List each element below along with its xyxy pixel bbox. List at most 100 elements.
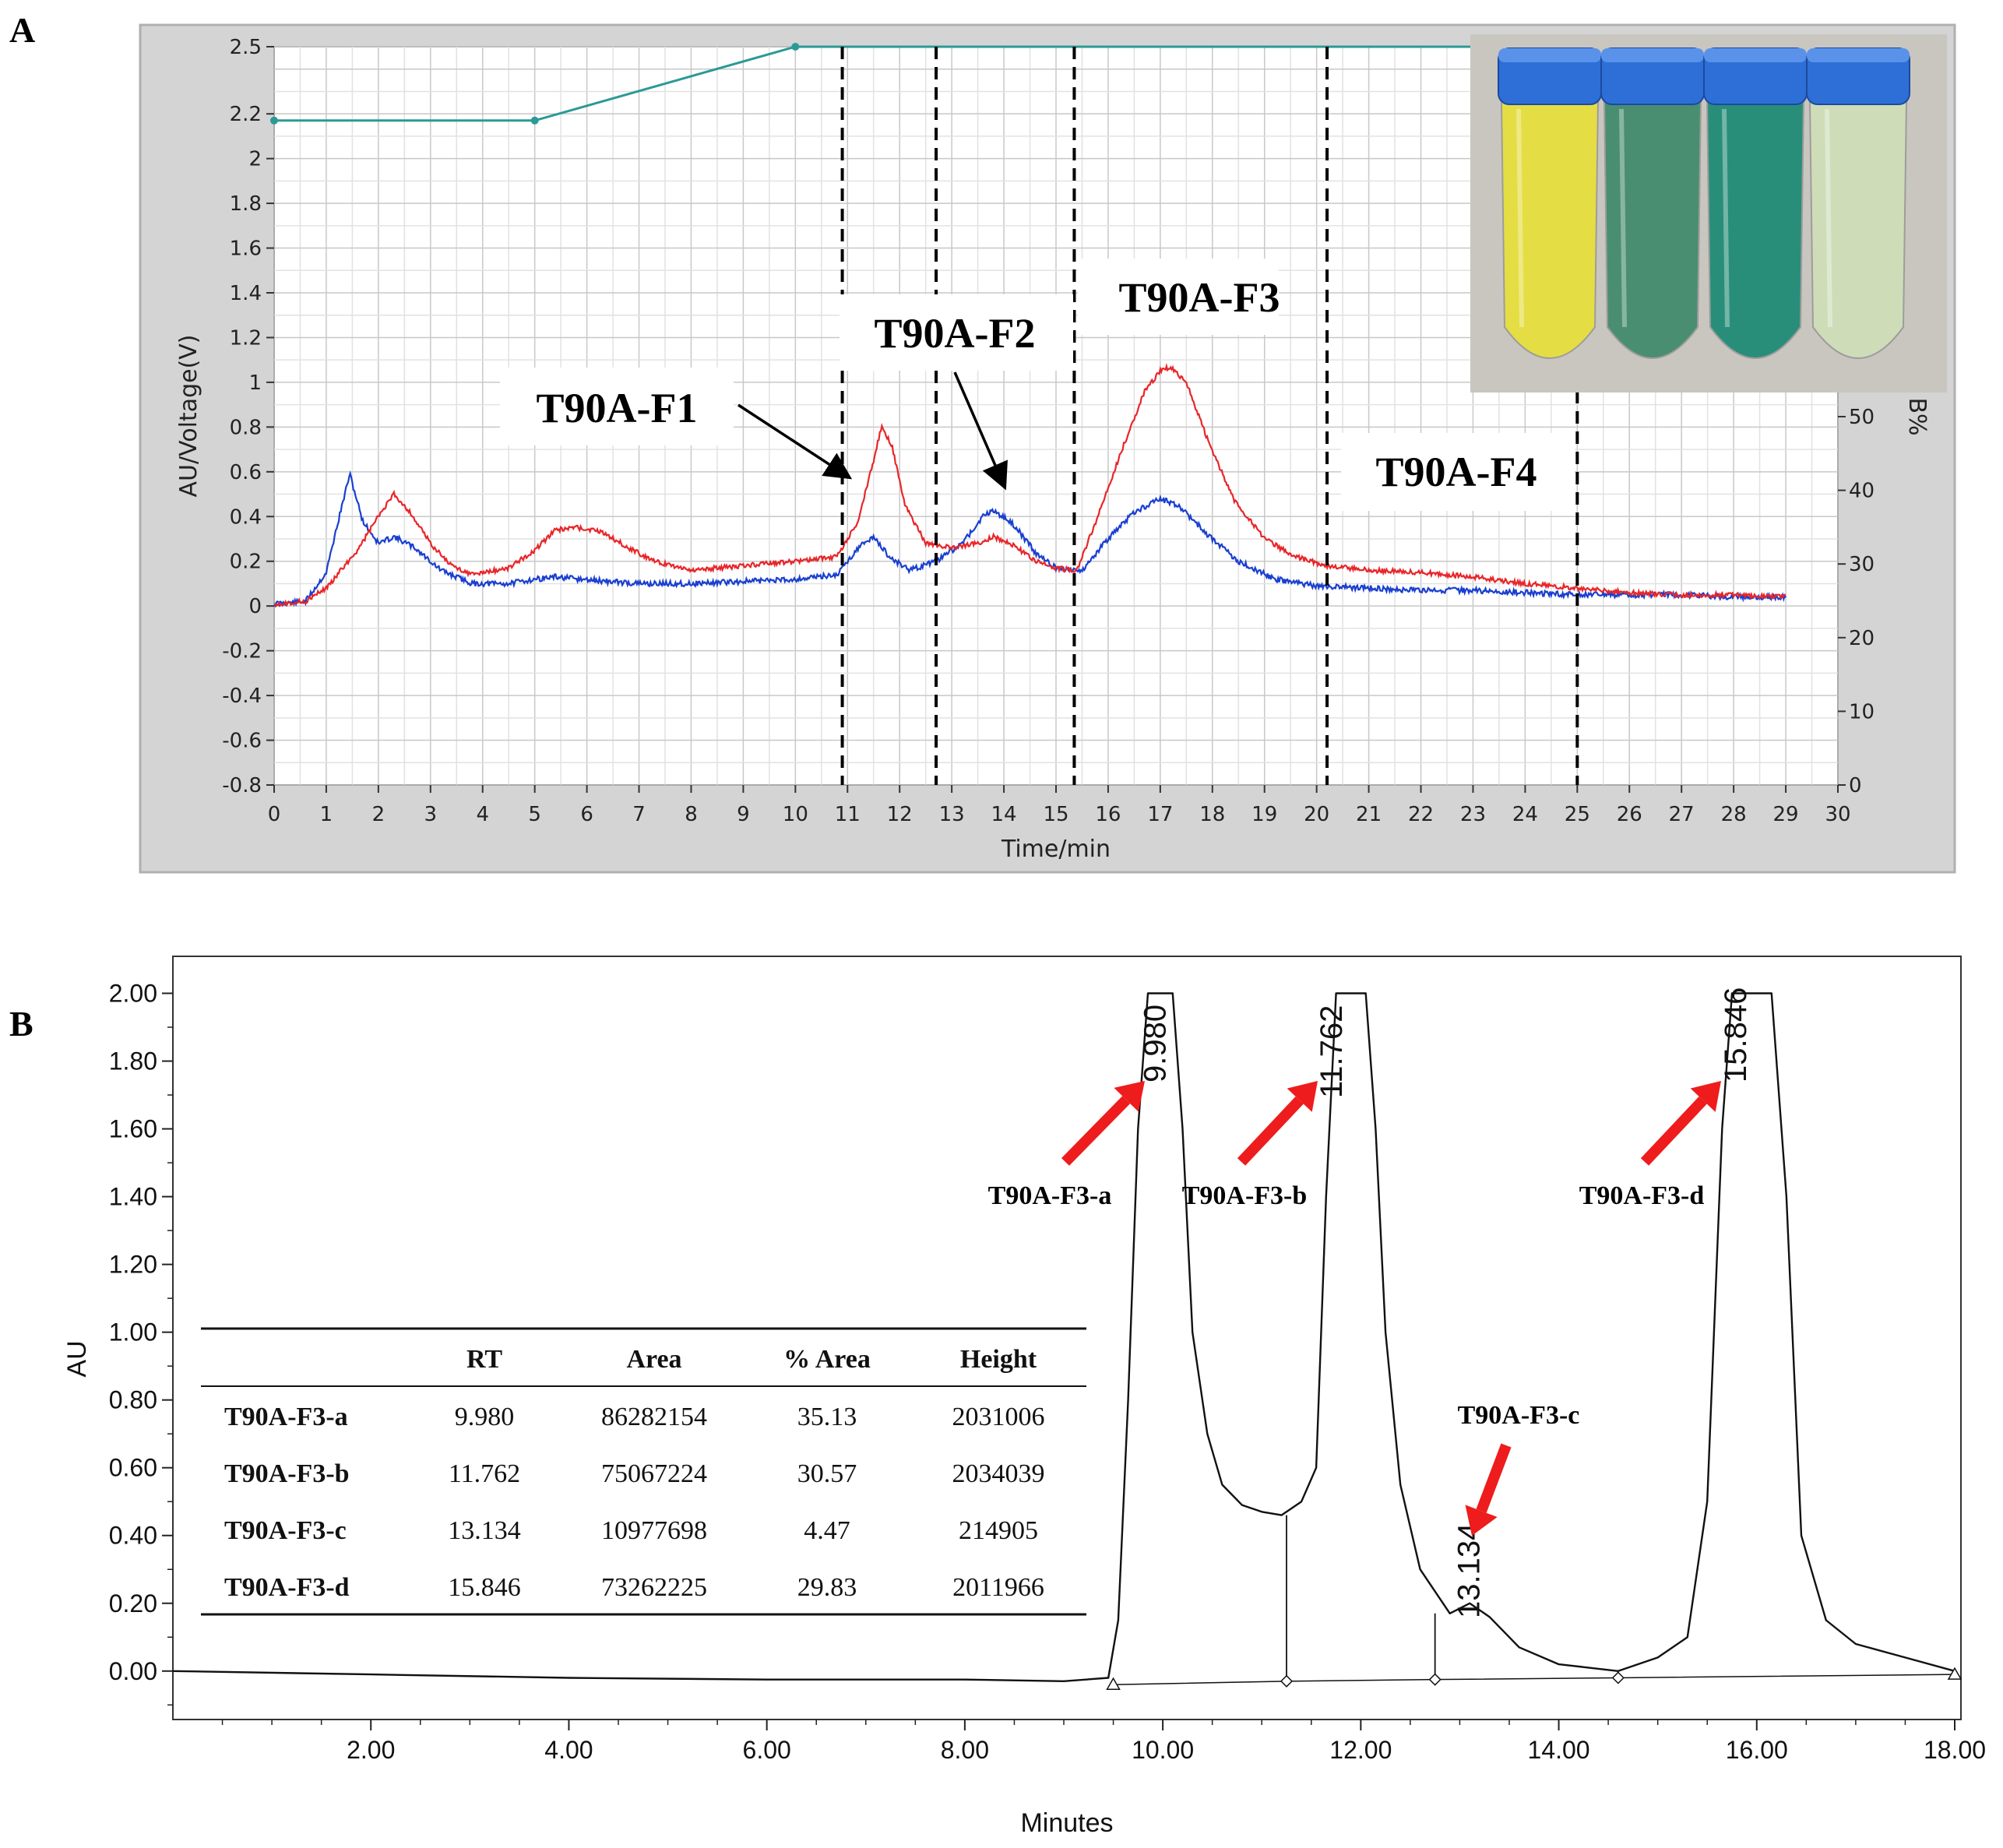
y-tick-label: 1.2 — [230, 326, 262, 350]
right-tick-label: 40 — [1849, 480, 1875, 503]
panel-b-plot-area — [172, 956, 1962, 1720]
table-row-name: T90A-F3-a — [224, 1403, 348, 1431]
gradient-point — [530, 116, 539, 125]
red-arrow-head — [1465, 1505, 1498, 1536]
x-tick-label: 24 — [1512, 803, 1538, 826]
table-header-cell: RT — [466, 1345, 502, 1374]
tube-highlight — [1619, 108, 1627, 328]
table-cell: 10977698 — [601, 1516, 707, 1545]
table-row-name: T90A-F3-c — [224, 1516, 347, 1545]
x-tick-label: 2.00 — [347, 1736, 395, 1764]
x-tick-label: 3 — [424, 803, 438, 826]
x-tick-label: 21 — [1356, 803, 1382, 826]
table-header-cell: Area — [626, 1345, 681, 1374]
x-tick-label: 1 — [320, 803, 333, 826]
peak-name-label: T90A-F3-c — [1458, 1401, 1580, 1430]
y-tick-label: 0.00 — [109, 1657, 157, 1685]
y-tick-label: 1.4 — [230, 282, 262, 305]
gradient-point — [791, 43, 800, 51]
y-tick-label: 1.20 — [109, 1251, 157, 1279]
y-tick-label: 1.00 — [109, 1318, 157, 1346]
diamond-marker — [1428, 1673, 1442, 1686]
y-tick-label: 0.4 — [230, 505, 262, 529]
y-tick-label: -0.6 — [222, 730, 262, 753]
panel-a-letter: A — [9, 10, 35, 50]
y-tick-label: 2.2 — [230, 103, 262, 126]
x-tick-label: 2 — [372, 803, 385, 826]
x-tick-label: 0 — [268, 803, 281, 826]
table-cell: 73262225 — [601, 1573, 707, 1602]
right-tick-label: 50 — [1849, 406, 1875, 429]
x-tick-label: 18 — [1199, 803, 1225, 826]
y-tick-label: 1.80 — [109, 1047, 157, 1075]
x-tick-label: 12 — [887, 803, 913, 826]
tube-body — [1603, 100, 1702, 359]
tube-cap-top — [1807, 48, 1910, 62]
x-tick-label: 12.00 — [1329, 1736, 1392, 1764]
panel-a-y-ticks: 2.5 2.2 2 1.8 1.6 1.4 1.2 1 0.8 0.6 0.4 0.2 0 -0.2 -0.… — [222, 36, 274, 797]
x-tick-label: 28 — [1721, 803, 1747, 826]
x-tick-label: 16 — [1095, 803, 1121, 826]
y-tick-label: 0.6 — [230, 461, 262, 484]
x-tick-label: 10.00 — [1132, 1736, 1194, 1764]
red-arrow-shaft — [1061, 1096, 1131, 1166]
right-tick-label: 10 — [1849, 700, 1875, 723]
y-tick-label: 1.8 — [230, 192, 262, 216]
y-tick-label: -0.8 — [222, 774, 262, 797]
table-cell: 2034039 — [952, 1459, 1045, 1488]
panel-a-y-axis-label: AU/Voltage(V) — [175, 334, 202, 497]
x-tick-label: 10 — [783, 803, 808, 826]
red-arrow-shaft — [1237, 1096, 1304, 1166]
peak-rt-label: 13.134 — [1452, 1523, 1486, 1618]
panel-a-right-axis-label: B% — [1903, 397, 1931, 435]
table-cell: 2011966 — [952, 1573, 1044, 1602]
x-tick-label: 18.00 — [1924, 1736, 1986, 1764]
tube-body — [1500, 100, 1600, 359]
x-tick-label: 4 — [476, 803, 489, 826]
x-tick-label: 14.00 — [1528, 1736, 1590, 1764]
peak-name-label: T90A-F3-b — [1182, 1181, 1308, 1210]
tube-photo-inset — [1470, 34, 1947, 392]
y-tick-label: 1.60 — [109, 1115, 157, 1143]
panel-a-arrows — [737, 371, 1008, 491]
panel-b-y-ticks: 2.00 1.80 1.60 1.40 1.20 1.00 0.80 0.60 0.40 0.20… — [109, 980, 173, 1706]
tube-highlight — [1825, 108, 1832, 328]
blue-series-line — [273, 470, 1787, 608]
y-tick-label: 0.8 — [230, 416, 262, 439]
x-tick-label: 5 — [528, 803, 541, 826]
red-arrow-head — [1690, 1081, 1721, 1112]
right-tick-label: 0 — [1849, 774, 1862, 797]
peak-name-label: T90A-F3-d — [1579, 1181, 1705, 1210]
gradient-line — [274, 45, 1787, 122]
red-arrow-shaft — [1640, 1096, 1707, 1166]
y-tick-label: 0 — [248, 595, 262, 618]
diamond-marker — [1611, 1671, 1625, 1684]
table-cell: 29.83 — [797, 1573, 857, 1602]
panel-b-x-axis-label: Minutes — [1020, 1808, 1113, 1838]
x-tick-label: 8 — [685, 803, 698, 826]
panel-b-letter: B — [9, 1004, 33, 1044]
red-arrow-head — [1287, 1081, 1318, 1112]
panel-b-peak-annotations: 9.980 T90A-F3-a 11.762 T90A-F3-b 13.134 T90A-… — [988, 987, 1754, 1618]
table-row-name: T90A-F3-b — [224, 1459, 350, 1488]
table-cell: 35.13 — [797, 1403, 857, 1431]
x-tick-label: 11 — [835, 803, 861, 826]
y-tick-label: 0.40 — [109, 1522, 157, 1550]
x-tick-label: 4.00 — [544, 1736, 593, 1764]
right-tick-label: 30 — [1849, 553, 1875, 576]
y-tick-label: 0.60 — [109, 1454, 157, 1482]
table-cell: 13.134 — [448, 1516, 521, 1545]
y-tick-label: -0.2 — [222, 640, 262, 664]
y-tick-label: 2.5 — [230, 36, 262, 59]
red-series-line — [273, 363, 1787, 607]
tube-cap-top — [1601, 48, 1704, 62]
y-tick-label: 1 — [248, 371, 262, 395]
fraction-label-box-f3 — [1078, 259, 1279, 335]
x-tick-label: 17 — [1147, 803, 1173, 826]
x-tick-label: 6 — [580, 803, 593, 826]
peak-name-label: T90A-F3-a — [988, 1181, 1112, 1210]
panel-b-chromatogram — [172, 992, 1963, 1690]
x-tick-label: 22 — [1408, 803, 1434, 826]
table-cell: 30.57 — [797, 1459, 857, 1488]
x-tick-label: 15 — [1043, 803, 1068, 826]
